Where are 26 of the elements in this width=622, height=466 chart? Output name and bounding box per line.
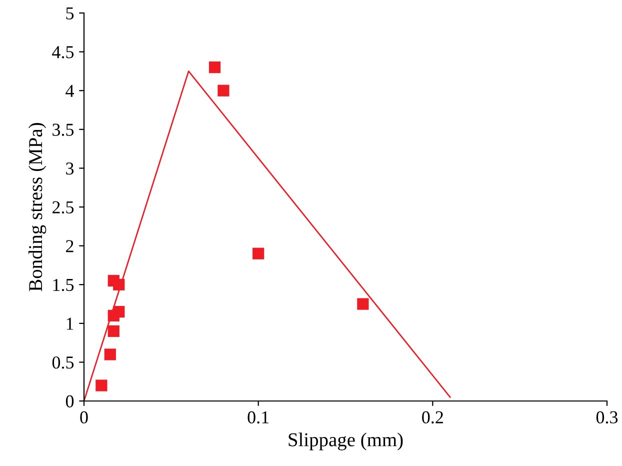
point (104, 348, 116, 360)
point (357, 298, 369, 310)
y-tick-label: 5 (66, 7, 74, 20)
point (252, 248, 264, 260)
y-tick-label: 3 (66, 162, 74, 175)
point (208, 62, 221, 74)
y-tick-label: 1.5 (53, 278, 74, 292)
y-tick-label: 1 (66, 318, 74, 330)
point (96, 380, 108, 392)
y-tick-label: 0 (66, 395, 74, 408)
point (113, 306, 125, 318)
x-tick-label: 0.2 (422, 411, 443, 424)
y-tick-label: 4.5 (52, 46, 74, 58)
x-tick-label: 0 (80, 411, 88, 424)
point (108, 274, 120, 287)
x-axis-title: Slippage (mm) (288, 432, 403, 450)
y-tick-label: 4 (66, 84, 74, 97)
point (218, 84, 230, 96)
y-tick-label: 0.5 (52, 356, 74, 369)
y-tick-label: 2.5 (52, 201, 74, 214)
x-tick-label: 0.1 (248, 411, 269, 424)
x-tick-label: 0.3 (596, 411, 618, 424)
y-tick-label: 3.5 (52, 124, 74, 136)
y-tick-label: 2 (66, 240, 74, 252)
y-axis-title: Bonding stress (MPa) (28, 123, 46, 292)
point (108, 325, 120, 337)
